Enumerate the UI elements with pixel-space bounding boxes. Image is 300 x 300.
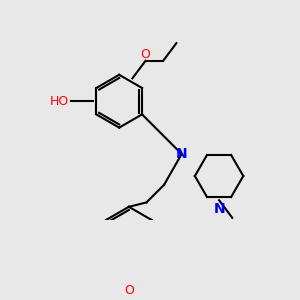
Text: O: O <box>124 284 134 297</box>
Text: N: N <box>176 147 188 161</box>
Text: O: O <box>141 48 151 61</box>
Text: N: N <box>213 202 225 216</box>
Text: HO: HO <box>49 95 69 108</box>
